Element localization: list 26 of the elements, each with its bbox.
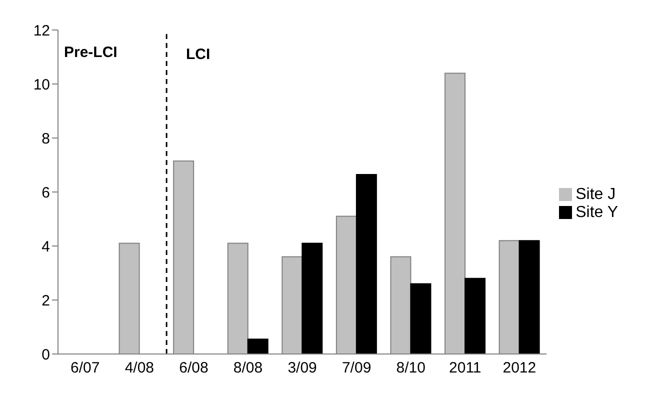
y-tick-label: 0 (42, 346, 50, 364)
bar (410, 283, 432, 354)
annotation: Pre-LCI (64, 44, 118, 61)
y-tick-label: 10 (33, 76, 50, 94)
x-tick-label: 8/08 (233, 360, 263, 377)
bar (518, 240, 540, 354)
y-tick-label: 2 (42, 292, 50, 310)
legend-label: Site J (576, 186, 616, 203)
legend-label: Site Y (576, 204, 618, 221)
x-tick-label: 8/10 (396, 360, 426, 377)
x-tick-label: 6/08 (179, 360, 208, 377)
x-tick-label: 2012 (502, 360, 536, 377)
x-tick-label: 2011 (449, 360, 482, 377)
bar (356, 174, 377, 354)
y-tick-label: 8 (42, 130, 50, 148)
annotation: LCI (186, 46, 210, 63)
x-tick-label: 4/08 (124, 360, 154, 377)
y-tick-label: 12 (33, 22, 50, 40)
bar (247, 338, 268, 354)
bar (302, 242, 323, 354)
x-tick-label: 3/09 (288, 360, 317, 377)
bar (464, 278, 486, 354)
y-tick-label: 4 (42, 238, 50, 256)
y-tick-label: 6 (42, 184, 50, 202)
x-tick-label: 7/09 (342, 360, 372, 377)
x-tick-label: 6/07 (70, 360, 100, 377)
